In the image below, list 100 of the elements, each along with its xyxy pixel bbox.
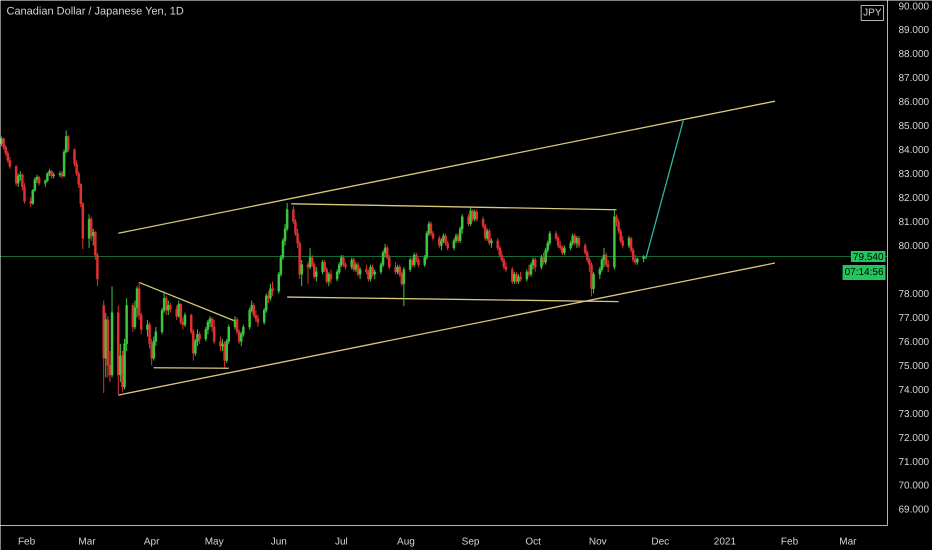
candlestick: [198, 331, 201, 344]
candlestick: [221, 338, 224, 352]
y-tick-label: 89.000: [898, 25, 930, 36]
x-tick-label: Oct: [525, 536, 542, 548]
chart-title: Canadian Dollar / Japanese Yen, 1D: [6, 6, 184, 18]
candlestick: [417, 256, 420, 268]
candlestick: [440, 238, 443, 251]
candlestick: [369, 264, 372, 282]
candlestick: [16, 173, 20, 188]
y-tick-label: 81.000: [898, 217, 930, 228]
candlestick: [530, 262, 532, 278]
candlestick: [269, 283, 272, 302]
candlestick: [467, 214, 470, 227]
y-tick-label: 84.000: [898, 145, 930, 156]
candlestick: [271, 280, 274, 296]
candlestick: [164, 295, 168, 316]
y-tick-label: 83.000: [898, 169, 930, 180]
candlestick: [328, 271, 330, 287]
y-tick-label: 86.000: [898, 97, 930, 108]
x-tick-label: Mar: [839, 536, 858, 548]
candlestick: [592, 271, 595, 294]
x-tick-label: Dec: [651, 536, 670, 548]
y-tick-label: 80.000: [898, 241, 930, 252]
candlestick: [590, 262, 593, 297]
y-tick-label: 74.000: [898, 384, 930, 396]
candlestick: [438, 235, 441, 248]
x-tick-label: 2021: [714, 536, 736, 548]
candlestick: [578, 235, 580, 248]
y-axis-title: JPY: [863, 8, 882, 18]
x-tick-label: Nov: [588, 536, 607, 548]
x-tick-label: Feb: [780, 536, 799, 548]
candlestick: [452, 238, 456, 251]
candlestick: [352, 256, 356, 272]
y-tick-label: 70.000: [898, 480, 930, 492]
y-tick-label: 71.000: [898, 456, 930, 468]
candlestick: [330, 268, 332, 284]
candlestick: [14, 164, 18, 186]
candlestick: [169, 302, 172, 314]
y-tick-label: 90.000: [898, 1, 930, 12]
candlestick: [628, 235, 630, 248]
candlestick: [373, 268, 376, 280]
candlestick: [415, 252, 418, 263]
candlestick: [534, 256, 536, 272]
candlestick: [490, 238, 493, 248]
y-tick-label: 78.000: [898, 288, 930, 300]
candlestick: [558, 240, 562, 251]
candlestick: [300, 259, 303, 287]
x-tick-label: May: [204, 536, 224, 548]
x-tick-label: Mar: [78, 536, 96, 548]
candlestick: [604, 252, 608, 268]
candlestick: [574, 233, 576, 246]
y-tick-label: 77.000: [898, 312, 930, 324]
candlestick: [0, 136, 3, 147]
annotation: 07:14:56: [844, 267, 884, 278]
candlestick: [476, 209, 478, 222]
candlestick: [542, 252, 545, 266]
candlestick: [408, 256, 412, 272]
candlestick: [488, 228, 491, 246]
candlestick: [315, 266, 318, 282]
y-tick-label: 82.000: [898, 193, 930, 204]
candlestick: [402, 266, 406, 307]
y-tick-label: 75.000: [898, 360, 930, 372]
candlestick: [511, 266, 514, 284]
candlestick: [90, 216, 92, 242]
candlestick: [234, 316, 236, 330]
candlestick: [180, 302, 182, 326]
candlestick: [556, 235, 560, 248]
x-tick-label: Jul: [334, 536, 348, 548]
candlestick: [358, 266, 362, 280]
x-tick-label: Jun: [270, 536, 287, 548]
candlestick: [517, 274, 520, 284]
candlestick: [602, 247, 606, 268]
candlestick: [413, 252, 416, 268]
candlestick: [38, 175, 40, 186]
candlestick: [526, 268, 528, 282]
candlestick: [342, 254, 345, 268]
candlestick: [184, 312, 186, 328]
candlestick: [167, 300, 170, 316]
candlestick: [540, 254, 543, 270]
y-tick-label: 72.000: [898, 432, 930, 444]
x-tick-label: Apr: [144, 536, 160, 548]
candlestick: [252, 302, 256, 318]
y-tick-label: 76.000: [898, 336, 930, 348]
y-tick-label: 73.000: [898, 408, 930, 420]
candlestick: [430, 221, 432, 236]
candlestick: [394, 262, 397, 275]
x-tick-label: Sep: [462, 536, 480, 548]
candlestick: [212, 319, 216, 344]
candlestick: [308, 247, 312, 270]
candlestick: [371, 264, 374, 278]
candlestick: [504, 262, 508, 272]
candlestick: [563, 245, 566, 256]
y-tick-label: 85.000: [898, 121, 930, 132]
candlestick: [519, 271, 522, 282]
candlestick: [219, 336, 222, 352]
y-tick-label: 87.000: [898, 73, 930, 84]
x-tick-label: Feb: [18, 536, 36, 548]
y-tick-label: 88.000: [898, 49, 930, 60]
y-tick-label: 69.000: [898, 504, 930, 516]
candlestick: [515, 271, 518, 284]
